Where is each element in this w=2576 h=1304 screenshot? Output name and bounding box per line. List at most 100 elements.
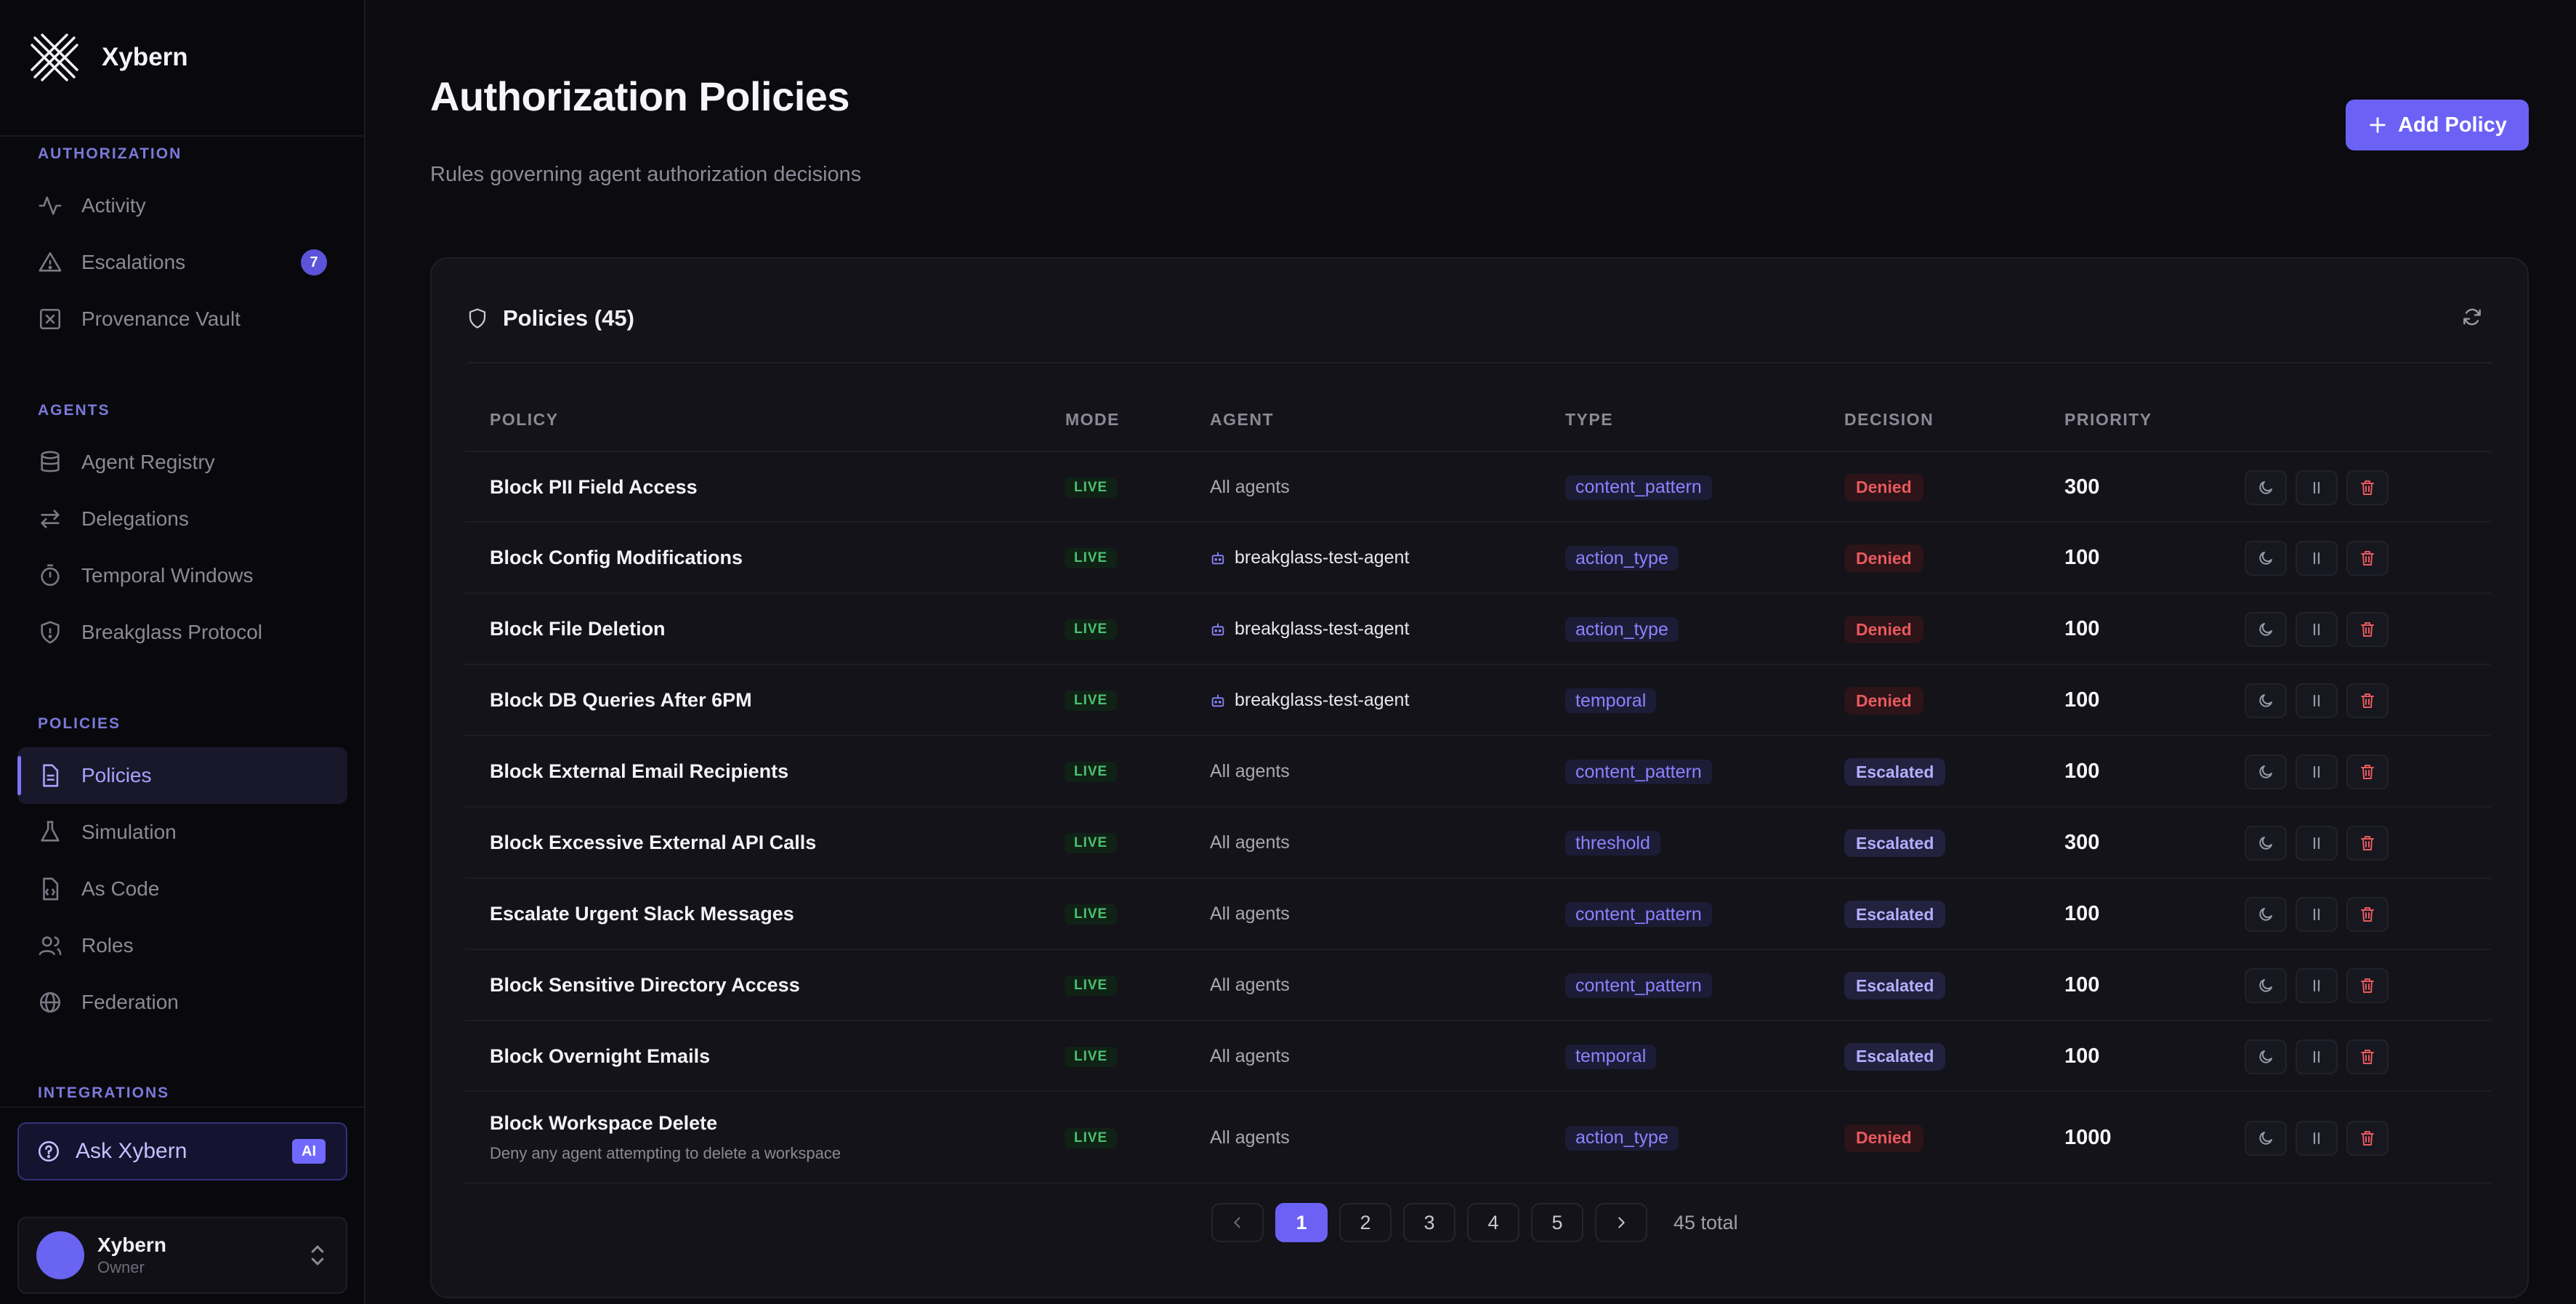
page-button-3[interactable]: 3 bbox=[1403, 1203, 1455, 1242]
delete-policy-button[interactable] bbox=[2346, 1120, 2389, 1156]
delete-policy-button[interactable] bbox=[2346, 968, 2389, 1003]
table-row[interactable]: Block Sensitive Directory Access LIVE All … bbox=[465, 949, 2491, 1020]
decision-badge: Denied bbox=[1844, 616, 1923, 643]
priority-value: 100 bbox=[2064, 760, 2100, 783]
pagination-total: 45 total bbox=[1673, 1211, 1738, 1233]
shadow-mode-button[interactable] bbox=[2245, 968, 2287, 1003]
shadow-mode-button[interactable] bbox=[2245, 826, 2287, 861]
table-row[interactable]: Block File Deletion LIVE breakglass-test-a… bbox=[465, 592, 2491, 664]
sidebar-item-label: Roles bbox=[81, 934, 134, 957]
shadow-mode-button[interactable] bbox=[2245, 470, 2287, 505]
pause-policy-button[interactable] bbox=[2296, 826, 2338, 861]
policy-name: Block Config Modifications bbox=[490, 547, 743, 568]
mode-badge: LIVE bbox=[1065, 691, 1118, 711]
trash-icon bbox=[2361, 978, 2374, 993]
pause-policy-button[interactable] bbox=[2296, 1039, 2338, 1074]
shadow-mode-button[interactable] bbox=[2245, 754, 2287, 789]
delete-policy-button[interactable] bbox=[2346, 1039, 2389, 1074]
page-button-2[interactable]: 2 bbox=[1339, 1203, 1392, 1242]
sidebar-item-label: Policies bbox=[81, 764, 152, 786]
priority-value: 300 bbox=[2064, 475, 2100, 499]
shadow-mode-button[interactable] bbox=[2245, 541, 2287, 576]
decision-badge: Escalated bbox=[1844, 1042, 1946, 1071]
divider bbox=[0, 135, 364, 137]
sidebar-item-federation[interactable]: Federation bbox=[17, 974, 347, 1031]
delete-policy-button[interactable] bbox=[2346, 541, 2389, 576]
refresh-icon[interactable] bbox=[2460, 305, 2484, 329]
shadow-mode-button[interactable] bbox=[2245, 683, 2287, 718]
pause-policy-button[interactable] bbox=[2296, 612, 2338, 647]
sidebar-item-delegations[interactable]: Delegations bbox=[17, 491, 347, 547]
delete-policy-button[interactable] bbox=[2346, 897, 2389, 932]
agent-cell: All agents bbox=[1210, 903, 1290, 925]
mode-badge: LIVE bbox=[1065, 904, 1118, 925]
sidebar-item-breakglass-protocol[interactable]: Breakglass Protocol bbox=[17, 604, 347, 661]
shadow-mode-button[interactable] bbox=[2245, 612, 2287, 647]
mode-badge: LIVE bbox=[1065, 477, 1118, 498]
brand[interactable]: Xybern bbox=[29, 32, 188, 83]
sidebar-item-as-code[interactable]: As Code bbox=[17, 861, 347, 917]
table-row[interactable]: Block Overnight Emails LIVE All agents temp… bbox=[465, 1020, 2491, 1090]
page-button-5[interactable]: 5 bbox=[1531, 1203, 1583, 1242]
policy-name: Block PII Field Access bbox=[490, 475, 698, 498]
agent-name: All agents bbox=[1210, 832, 1290, 853]
sidebar-item-policies[interactable]: Policies bbox=[17, 747, 347, 804]
moon-icon bbox=[2259, 552, 2272, 565]
add-policy-button[interactable]: Add Policy bbox=[2346, 100, 2529, 150]
shadow-mode-button[interactable] bbox=[2245, 1039, 2287, 1074]
ask-xybern-button[interactable]: Ask Xybern AI bbox=[17, 1122, 347, 1180]
table-row[interactable]: Block Excessive External API Calls LIVE Al… bbox=[465, 806, 2491, 877]
delete-policy-button[interactable] bbox=[2346, 754, 2389, 789]
agent-cell: All agents bbox=[1210, 832, 1290, 853]
agent-cell: All agents bbox=[1210, 1127, 1290, 1148]
priority-value: 100 bbox=[2064, 973, 2100, 997]
sidebar-item-activity[interactable]: Activity bbox=[17, 177, 347, 234]
pause-policy-button[interactable] bbox=[2296, 683, 2338, 718]
shadow-mode-button[interactable] bbox=[2245, 897, 2287, 932]
card-title: Policies (45) bbox=[503, 305, 634, 331]
sidebar-item-simulation[interactable]: Simulation bbox=[17, 804, 347, 861]
table-row[interactable]: Block Workspace Delete Deny any agent att… bbox=[465, 1090, 2491, 1183]
plus-icon bbox=[2370, 117, 2386, 133]
decision-badge: Escalated bbox=[1844, 758, 1946, 786]
pause-policy-button[interactable] bbox=[2296, 754, 2338, 789]
table-row[interactable]: Block PII Field Access LIVE All agents cont… bbox=[465, 451, 2491, 521]
pause-policy-button[interactable] bbox=[2296, 968, 2338, 1003]
delete-policy-button[interactable] bbox=[2346, 826, 2389, 861]
next-page-button[interactable] bbox=[1595, 1203, 1647, 1242]
table-row[interactable]: Block DB Queries After 6PM LIVE breakglass… bbox=[465, 664, 2491, 735]
sidebar-item-roles[interactable]: Roles bbox=[17, 917, 347, 974]
trash-icon bbox=[2361, 480, 2374, 495]
sidebar-item-escalations[interactable]: Escalations 7 bbox=[17, 234, 347, 291]
pause-policy-button[interactable] bbox=[2296, 897, 2338, 932]
policy-name: Block Workspace Delete bbox=[490, 1112, 718, 1134]
divider bbox=[467, 362, 2492, 363]
pause-policy-button[interactable] bbox=[2296, 1120, 2338, 1156]
table-row[interactable]: Escalate Urgent Slack Messages LIVE All ag… bbox=[465, 877, 2491, 949]
table-row[interactable]: Block Config Modifications LIVE breakglass… bbox=[465, 521, 2491, 592]
delete-policy-button[interactable] bbox=[2346, 470, 2389, 505]
previous-page-button[interactable] bbox=[1211, 1203, 1264, 1242]
agent-name: breakglass-test-agent bbox=[1235, 619, 1410, 639]
pause-icon bbox=[2313, 765, 2320, 778]
table-row[interactable]: Block External Email Recipients LIVE All a… bbox=[465, 735, 2491, 806]
sidebar-item-provenance-vault[interactable]: Provenance Vault bbox=[17, 291, 347, 347]
trash-icon bbox=[2361, 622, 2374, 637]
policy-name: Block External Email Recipients bbox=[490, 760, 789, 782]
sidebar-item-temporal-windows[interactable]: Temporal Windows bbox=[17, 547, 347, 604]
delete-policy-button[interactable] bbox=[2346, 612, 2389, 647]
user-menu[interactable]: Xybern Owner bbox=[17, 1217, 347, 1294]
sidebar-item-agent-registry[interactable]: Agent Registry bbox=[17, 434, 347, 491]
xybern-logo-icon bbox=[31, 33, 78, 81]
page-button-4[interactable]: 4 bbox=[1467, 1203, 1519, 1242]
delete-policy-button[interactable] bbox=[2346, 683, 2389, 718]
shield-icon bbox=[469, 308, 486, 329]
chevron-right-icon bbox=[1618, 1217, 1625, 1228]
agent-name: All agents bbox=[1210, 476, 1290, 497]
page-button-1[interactable]: 1 bbox=[1275, 1203, 1328, 1242]
pause-policy-button[interactable] bbox=[2296, 470, 2338, 505]
type-pill: temporal bbox=[1565, 688, 1657, 713]
pause-policy-button[interactable] bbox=[2296, 541, 2338, 576]
users-icon bbox=[39, 936, 62, 956]
shadow-mode-button[interactable] bbox=[2245, 1120, 2287, 1156]
